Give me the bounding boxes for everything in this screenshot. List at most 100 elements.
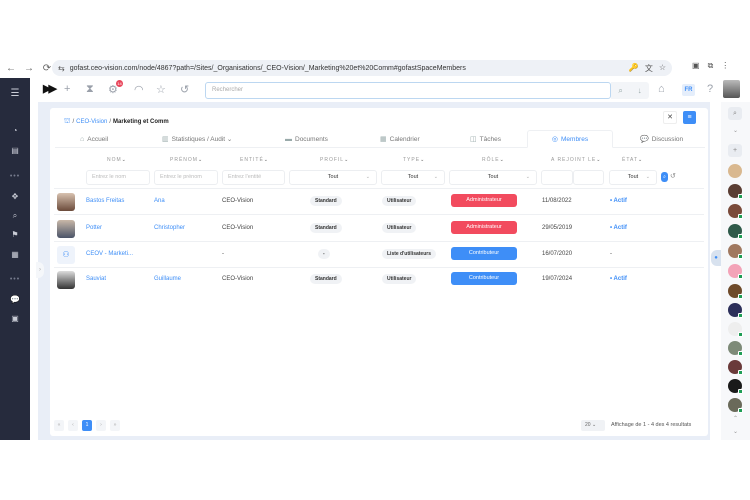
calendar-icon[interactable]: ▦ (11, 250, 19, 259)
add-contact-button[interactable]: + (728, 144, 742, 157)
chat-toggle-button[interactable]: ● (711, 250, 721, 266)
chat-icon[interactable]: 💬 (10, 295, 20, 304)
column-header-entite[interactable]: Entité⌄ (240, 157, 269, 163)
breadcrumb-parent[interactable]: CEO-Vision (76, 118, 108, 125)
filter-entite-input[interactable]: Entrez l'entité (222, 170, 285, 185)
role-badge[interactable]: Administrateur (451, 194, 517, 207)
network-icon[interactable]: ✥ (11, 192, 19, 201)
panel-menu-button[interactable]: ≡ (683, 111, 696, 124)
last-page-button[interactable]: » (110, 420, 120, 431)
contact-avatar[interactable] (728, 322, 743, 337)
prev-page-button[interactable]: ‹ (68, 420, 78, 431)
rss-icon[interactable]: ◠ (134, 84, 144, 96)
user-avatar[interactable] (723, 80, 740, 98)
filter-profil-select[interactable]: Tout ⌄ (289, 170, 377, 185)
column-header-nom[interactable]: Nom⌄ (107, 157, 127, 163)
chevron-down-icon[interactable]: ⌄ (732, 128, 739, 134)
basket-icon[interactable]: ⌂ (658, 83, 665, 95)
filter-type-select[interactable]: Tout ⌄ (381, 170, 445, 185)
page-size-select[interactable]: 20 ⌄ (581, 420, 605, 431)
contact-avatar[interactable] (728, 204, 743, 219)
search-icon[interactable]: ⌕ (12, 211, 18, 220)
role-badge[interactable]: Contributeur (451, 272, 517, 285)
tree-icon[interactable]: ⧗ (86, 83, 94, 95)
tab-discussion[interactable]: 💬 Discussion (640, 130, 683, 148)
column-header-type[interactable]: Type⌄ (403, 157, 425, 163)
column-header-prenom[interactable]: Prénom⌄ (170, 157, 203, 163)
language-button[interactable]: FR (682, 84, 695, 96)
address-bar[interactable]: ⇆ gofast.ceo-vision.com/node/4867?path=/… (52, 60, 672, 76)
contact-avatar[interactable] (728, 164, 742, 178)
next-page-button[interactable]: › (96, 420, 106, 431)
back-icon[interactable]: ← (6, 62, 16, 74)
member-last-name[interactable]: CEOV - Marketi... (86, 251, 134, 257)
member-first-name[interactable]: Guillaume (154, 276, 182, 282)
table-row[interactable]: ⚇ CEOV - Marketi... - - Liste d'utilisat… (54, 242, 704, 268)
search-icon[interactable]: ⌕ (618, 85, 623, 95)
reset-filter-icon[interactable]: ↺ (670, 173, 676, 180)
member-last-name[interactable]: Sauviat (86, 276, 107, 282)
menu-icon[interactable]: ☰ (10, 88, 20, 99)
contact-avatar[interactable] (728, 360, 743, 375)
fullscreen-button[interactable]: ✕ (663, 111, 677, 124)
table-row[interactable]: Sauviat Guillaume CEO-Vision Standard Ut… (54, 267, 704, 293)
tab-calendrier[interactable]: ▦ Calendrier (380, 130, 420, 148)
dashboard-icon[interactable]: ◔ (12, 126, 18, 135)
column-header-profil[interactable]: Profil⌄ (320, 157, 349, 163)
sidepanel-icon[interactable]: ▣ (692, 61, 700, 70)
contact-avatar[interactable] (728, 224, 743, 239)
tab-documents[interactable]: ▬ Documents (285, 130, 328, 148)
role-badge[interactable]: Administrateur (451, 221, 517, 234)
download-icon[interactable]: ↓ (637, 86, 642, 95)
chevron-down-icon[interactable]: ⌄ (732, 429, 739, 435)
contact-avatar[interactable] (728, 303, 743, 318)
tab-taches[interactable]: ◫ Tâches (470, 130, 501, 148)
contact-avatar[interactable] (728, 264, 743, 279)
tab-statistiques[interactable]: ▥ Statistiques / Audit ⌄ (162, 130, 232, 148)
browser-menu-icon[interactable]: ⋮ (721, 61, 730, 70)
column-header-etat[interactable]: État⌄ (622, 157, 643, 163)
site-info-icon[interactable]: ⇆ (58, 63, 65, 73)
star-icon[interactable]: ☆ (156, 84, 166, 96)
member-first-name[interactable]: Ana (154, 198, 165, 204)
extensions-icon[interactable]: ⧉ (707, 61, 714, 70)
member-last-name[interactable]: Bastos Freitas (86, 198, 125, 204)
forward-icon[interactable]: → (24, 62, 34, 74)
workflow-icon[interactable]: ⚙ (108, 84, 118, 96)
table-row[interactable]: Potter Christopher CEO-Vision Standard U… (54, 216, 704, 242)
contact-avatar[interactable] (728, 244, 743, 259)
apply-filter-button[interactable]: ⌕ (661, 172, 668, 182)
documents-icon[interactable]: ▤ (11, 146, 19, 155)
bookmark-star-icon[interactable]: ☆ (658, 63, 666, 72)
history-icon[interactable]: ↺ (180, 84, 190, 96)
contact-avatar[interactable] (728, 398, 743, 413)
column-header-joined[interactable]: A rejoint le⌄ (551, 157, 601, 163)
contact-avatar[interactable] (728, 184, 743, 199)
flag-icon[interactable]: ⚑ (11, 230, 19, 239)
contact-search-button[interactable]: ⌕ (728, 107, 742, 120)
first-page-button[interactable]: « (54, 420, 64, 431)
filter-nom-input[interactable]: Entrez le nom (86, 170, 150, 185)
filter-joined-from[interactable] (541, 170, 573, 185)
page-1-button[interactable]: 1 (82, 420, 92, 431)
table-row[interactable]: Bastos Freitas Ana CEO-Vision Standard U… (54, 189, 704, 215)
contact-avatar[interactable] (728, 379, 743, 394)
contact-avatar[interactable] (728, 284, 743, 299)
role-badge[interactable]: Contributeur (451, 247, 517, 260)
filter-prenom-input[interactable]: Entrez le prénom (154, 170, 218, 185)
collapse-sidebar-button[interactable]: › (36, 262, 44, 278)
logo-icon[interactable]: ▶▶ (43, 83, 57, 95)
filter-role-select[interactable]: Tout ⌄ (449, 170, 537, 185)
member-first-name[interactable]: Christopher (154, 225, 186, 231)
password-key-icon[interactable]: 🔑 (628, 63, 639, 72)
add-icon[interactable]: + (64, 83, 71, 95)
filter-joined-to[interactable] (573, 170, 604, 185)
member-last-name[interactable]: Potter (86, 225, 103, 231)
contact-avatar[interactable] (728, 341, 743, 356)
chevron-up-icon[interactable]: ⌃ (732, 416, 739, 422)
help-icon[interactable]: ? (707, 83, 714, 95)
translate-icon[interactable]: 文 (644, 64, 653, 73)
reload-icon[interactable]: ⟳ (42, 62, 52, 74)
tab-membres[interactable]: ◎ Membres (527, 130, 613, 148)
tab-accueil[interactable]: ⌂ Accueil (80, 130, 108, 148)
